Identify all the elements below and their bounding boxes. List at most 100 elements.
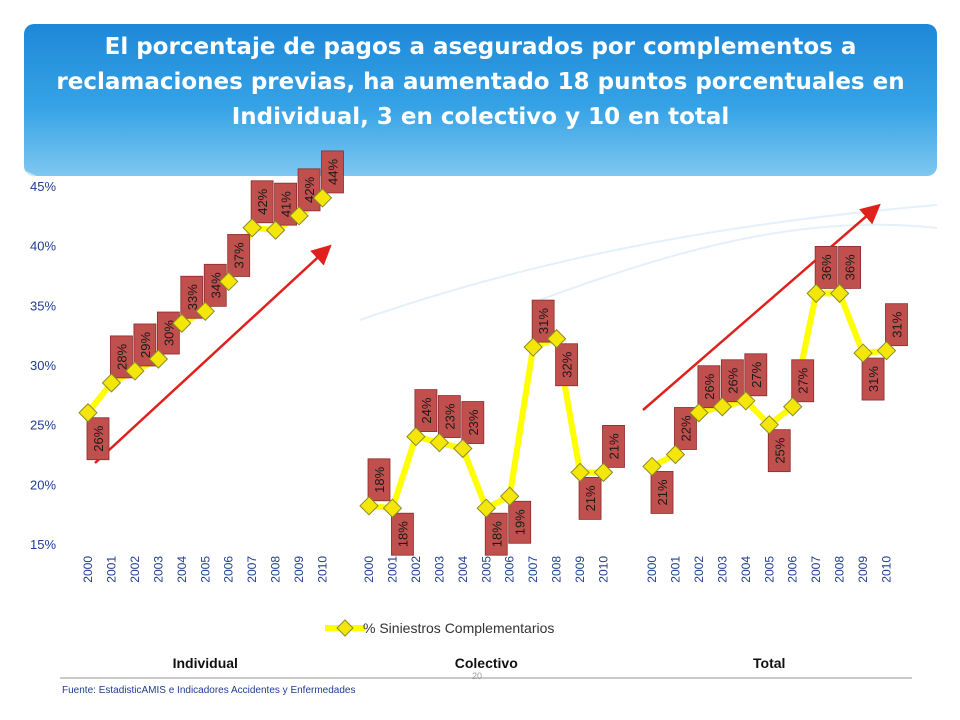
x-tick-label: 2004 xyxy=(739,556,753,583)
x-tick-label: 2006 xyxy=(503,556,517,583)
data-label: 31% xyxy=(531,299,555,343)
data-point xyxy=(312,188,333,208)
data-label-text: 27% xyxy=(749,361,764,387)
data-label-text: 42% xyxy=(255,188,270,214)
data-label: 21% xyxy=(578,476,602,520)
x-tick-label: 2003 xyxy=(432,556,446,583)
data-point xyxy=(172,313,192,333)
data-label: 26% xyxy=(86,417,110,461)
legend-marker xyxy=(336,619,354,637)
data-label: 27% xyxy=(744,353,768,397)
slide-title: El porcentaje de pagos a asegurados por … xyxy=(56,34,905,130)
data-label: 31% xyxy=(885,303,908,347)
data-label: 23% xyxy=(437,395,461,438)
data-label-text: 41% xyxy=(279,191,294,217)
data-label-text: 33% xyxy=(185,284,200,310)
data-label-bg xyxy=(602,424,625,468)
data-point xyxy=(242,218,262,238)
data-label: 24% xyxy=(414,389,438,433)
data-label-bg xyxy=(227,234,251,277)
y-tick-label: 45% xyxy=(30,179,56,194)
title-banner xyxy=(24,24,937,176)
data-label-text: 21% xyxy=(607,433,622,459)
x-tick-label: 2003 xyxy=(151,556,165,583)
x-tick-label: 2003 xyxy=(715,556,729,583)
data-label-bg xyxy=(414,389,438,433)
data-label-bg xyxy=(110,335,133,379)
background-wave-line xyxy=(539,223,938,301)
data-point xyxy=(523,337,543,357)
data-label-text: 19% xyxy=(513,509,528,535)
y-tick-label: 40% xyxy=(30,239,56,254)
data-label-bg xyxy=(250,180,274,224)
data-label-bg xyxy=(578,476,602,520)
data-label-bg xyxy=(697,365,721,409)
data-label-text: 42% xyxy=(302,176,317,202)
data-label-bg xyxy=(720,359,744,403)
x-tick-label: 2009 xyxy=(573,556,587,583)
data-label-bg xyxy=(861,357,885,401)
x-tick-label: 2008 xyxy=(269,556,283,583)
data-label-text: 36% xyxy=(819,254,834,280)
data-point xyxy=(593,462,614,483)
x-tick-label: 2001 xyxy=(668,556,682,583)
data-point xyxy=(736,391,756,411)
data-label-bg xyxy=(531,299,555,343)
x-tick-label: 2010 xyxy=(880,556,894,583)
data-point xyxy=(829,283,850,304)
data-point xyxy=(148,349,169,369)
x-tick-label: 2000 xyxy=(81,556,95,583)
data-label: 25% xyxy=(767,429,791,473)
data-label: 23% xyxy=(461,401,485,444)
data-point xyxy=(78,403,98,423)
data-label: 29% xyxy=(133,323,157,367)
data-label: 18% xyxy=(367,458,391,502)
data-point xyxy=(759,414,779,435)
data-label: 36% xyxy=(814,245,838,289)
data-label-text: 31% xyxy=(890,311,905,337)
data-label: 31% xyxy=(861,357,885,401)
data-point xyxy=(476,498,496,518)
data-label-text: 27% xyxy=(796,367,811,393)
data-point xyxy=(570,462,590,483)
data-label-text: 22% xyxy=(678,415,693,441)
data-label: 21% xyxy=(602,424,625,468)
x-tick-label: 2005 xyxy=(762,556,776,583)
data-label-bg xyxy=(814,245,838,289)
data-label-bg xyxy=(86,417,110,461)
data-point xyxy=(806,283,826,304)
page-number: 20 xyxy=(472,671,483,681)
data-label: 21% xyxy=(650,471,674,514)
data-label: 18% xyxy=(484,512,508,556)
data-label-text: 31% xyxy=(866,366,881,392)
x-tick-label: 2006 xyxy=(222,556,236,583)
data-point xyxy=(689,403,709,423)
data-label-bg xyxy=(744,353,768,397)
data-label-bg xyxy=(767,429,791,473)
data-label: 30% xyxy=(156,311,180,355)
data-point xyxy=(359,496,379,516)
data-point xyxy=(406,426,426,447)
x-tick-label: 2002 xyxy=(128,556,142,583)
data-point xyxy=(125,361,145,381)
data-label-text: 31% xyxy=(536,308,551,334)
data-point xyxy=(289,206,309,226)
data-label-text: 18% xyxy=(489,521,504,547)
x-tick-label: 2002 xyxy=(692,556,706,583)
data-label-text: 32% xyxy=(560,351,575,377)
data-label: 28% xyxy=(110,335,133,379)
data-point xyxy=(782,397,803,417)
data-label: 33% xyxy=(180,275,204,319)
x-tick-label: 2001 xyxy=(385,556,399,583)
data-point xyxy=(195,301,215,322)
data-label: 26% xyxy=(720,359,744,403)
data-label-text: 30% xyxy=(161,320,176,346)
data-label-text: 28% xyxy=(114,343,129,369)
data-label-bg xyxy=(297,168,321,212)
x-tick-label: 2010 xyxy=(597,556,611,583)
x-tick-label: 2007 xyxy=(809,556,823,583)
data-label: 27% xyxy=(791,359,815,403)
trend-arrow-total xyxy=(642,203,881,411)
data-label-text: 25% xyxy=(772,437,787,463)
data-label-text: 21% xyxy=(655,479,670,505)
